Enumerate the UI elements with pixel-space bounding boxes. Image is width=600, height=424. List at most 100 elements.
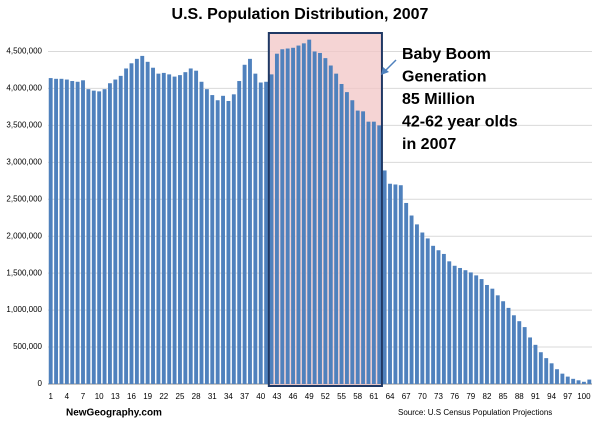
annotation: Generation: [402, 69, 486, 86]
bar: [565, 376, 570, 384]
bar: [156, 73, 161, 385]
bar: [495, 295, 500, 384]
bar: [274, 53, 279, 385]
x-tick-label: 43: [272, 392, 281, 401]
credit: NewGeography.com: [66, 408, 162, 419]
bar: [91, 90, 96, 385]
bar: [334, 73, 339, 385]
bar: [296, 45, 301, 385]
bar: [118, 75, 123, 384]
bar: [280, 49, 285, 385]
bar: [54, 78, 59, 385]
bar: [501, 301, 506, 384]
bar: [258, 82, 263, 385]
bar: [269, 74, 274, 385]
x-tick-label: 67: [402, 392, 411, 401]
x-tick-label: 94: [547, 392, 556, 401]
y-tick-label: 500,000: [13, 342, 42, 351]
bar: [485, 284, 489, 384]
bar: [441, 253, 446, 384]
bar: [447, 261, 452, 384]
x-tick-label: 13: [111, 392, 120, 401]
x-tick-label: 34: [224, 392, 233, 401]
bar: [404, 202, 409, 384]
bar: [81, 80, 85, 384]
bar: [344, 92, 349, 385]
bar: [237, 81, 242, 384]
y-tick-label: 3,000,000: [6, 157, 42, 166]
bar: [479, 279, 484, 384]
bar: [172, 76, 177, 384]
bar: [398, 185, 403, 384]
x-tick-label: 1: [48, 392, 53, 401]
bar: [388, 183, 392, 384]
bar: [463, 270, 468, 384]
annotation: 42-62 year olds: [402, 114, 518, 131]
bar: [571, 378, 576, 384]
bar: [199, 81, 204, 385]
bar: [151, 67, 155, 384]
bar: [285, 48, 290, 385]
bar: [242, 64, 247, 385]
bar: [291, 47, 296, 385]
bar: [108, 83, 112, 385]
annotation: in 2007: [402, 136, 456, 153]
bar: [64, 79, 69, 384]
bar: [59, 78, 64, 385]
bar: [339, 83, 344, 384]
x-tick-label: 88: [515, 392, 524, 401]
highlight-border: [267, 32, 383, 387]
x-tick-label: 91: [531, 392, 540, 401]
bar: [178, 75, 182, 385]
bar: [371, 121, 376, 385]
x-tick-label: 37: [240, 392, 249, 401]
bar: [560, 373, 565, 384]
x-tick-label: 97: [563, 392, 572, 401]
bar: [425, 238, 430, 384]
bar: [452, 265, 457, 384]
x-tick-label: 76: [450, 392, 459, 401]
bar: [361, 111, 366, 384]
x-tick-label: 55: [337, 392, 346, 401]
x-tick-label: 19: [143, 392, 152, 401]
x-tick-label: 25: [176, 392, 185, 401]
bar: [231, 94, 236, 384]
bar: [129, 63, 134, 384]
chart-title: U.S. Population Distribution, 2007: [172, 6, 429, 23]
bar: [318, 52, 322, 385]
bar: [415, 224, 419, 384]
bar: [204, 89, 209, 384]
bar: [323, 58, 328, 385]
bar: [328, 65, 333, 385]
bar: [75, 81, 80, 385]
bar: [253, 73, 258, 385]
bar: [264, 81, 269, 385]
bar: [86, 89, 91, 384]
y-tick-label: 1,000,000: [6, 305, 42, 314]
bar: [549, 363, 554, 384]
x-tick-label: 58: [353, 392, 362, 401]
x-tick-label: 16: [127, 392, 136, 401]
bar: [533, 344, 538, 384]
bar: [538, 352, 543, 384]
bar: [226, 100, 231, 384]
bar: [506, 307, 511, 384]
bar: [528, 337, 532, 384]
x-tick-label: 79: [466, 392, 475, 401]
x-tick-label: 31: [208, 392, 217, 401]
y-tick-label: 2,500,000: [6, 194, 42, 203]
bar: [312, 51, 317, 384]
bar: [555, 369, 559, 384]
x-tick-label: 49: [305, 392, 314, 401]
x-tick-label: 28: [192, 392, 201, 401]
bar: [350, 100, 355, 385]
bar: [458, 267, 462, 384]
bar: [97, 91, 102, 385]
bar: [490, 288, 495, 384]
bar: [544, 358, 549, 384]
y-tick-label: 0: [38, 379, 43, 388]
bar: [409, 215, 414, 384]
x-tick-label: 22: [159, 392, 168, 401]
x-tick-label: 7: [81, 392, 86, 401]
bar: [517, 321, 522, 384]
